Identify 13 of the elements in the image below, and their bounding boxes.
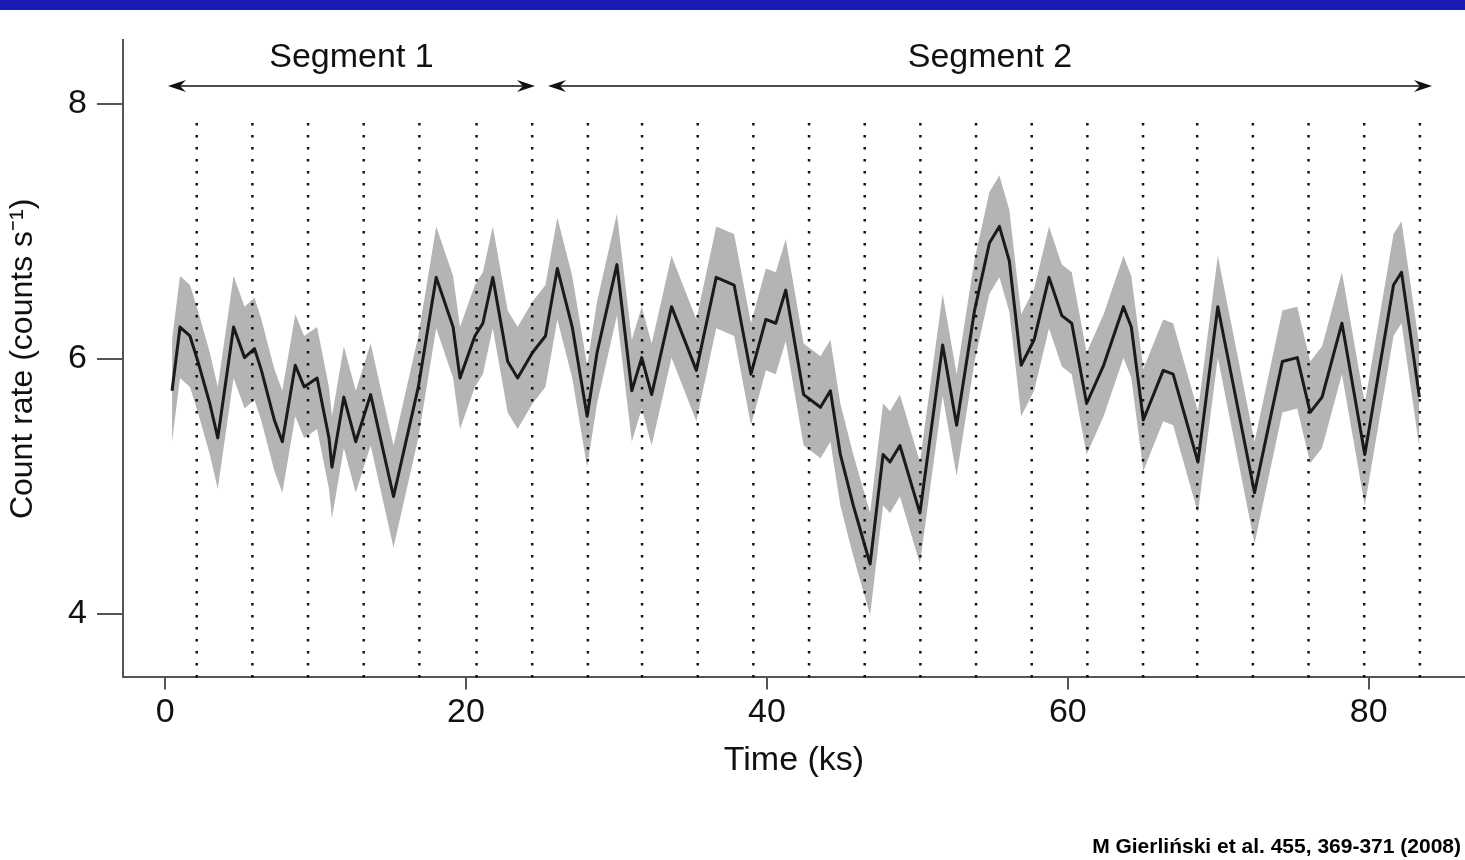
annotation: Segment 1 [268, 36, 435, 75]
annotation: Segment 2 [906, 36, 1074, 75]
x-tick-label: 20 [447, 691, 485, 730]
x-axis-title: Time (ks) [723, 738, 865, 777]
x-tick-label: 40 [748, 691, 786, 730]
text: M Gierliński et al. 455, 369-371 (2008) [1092, 834, 1461, 858]
x-tick-label: 60 [1048, 691, 1087, 730]
y-axis-title: Count rate (counts s⁻¹) [3, 198, 40, 520]
x-tick-label: 80 [1349, 691, 1388, 730]
y-tick-label: 4 [68, 592, 87, 631]
y-tick-label: 6 [68, 337, 87, 376]
x-tick-label: 0 [155, 691, 175, 730]
y-tick-label: 8 [68, 82, 87, 121]
